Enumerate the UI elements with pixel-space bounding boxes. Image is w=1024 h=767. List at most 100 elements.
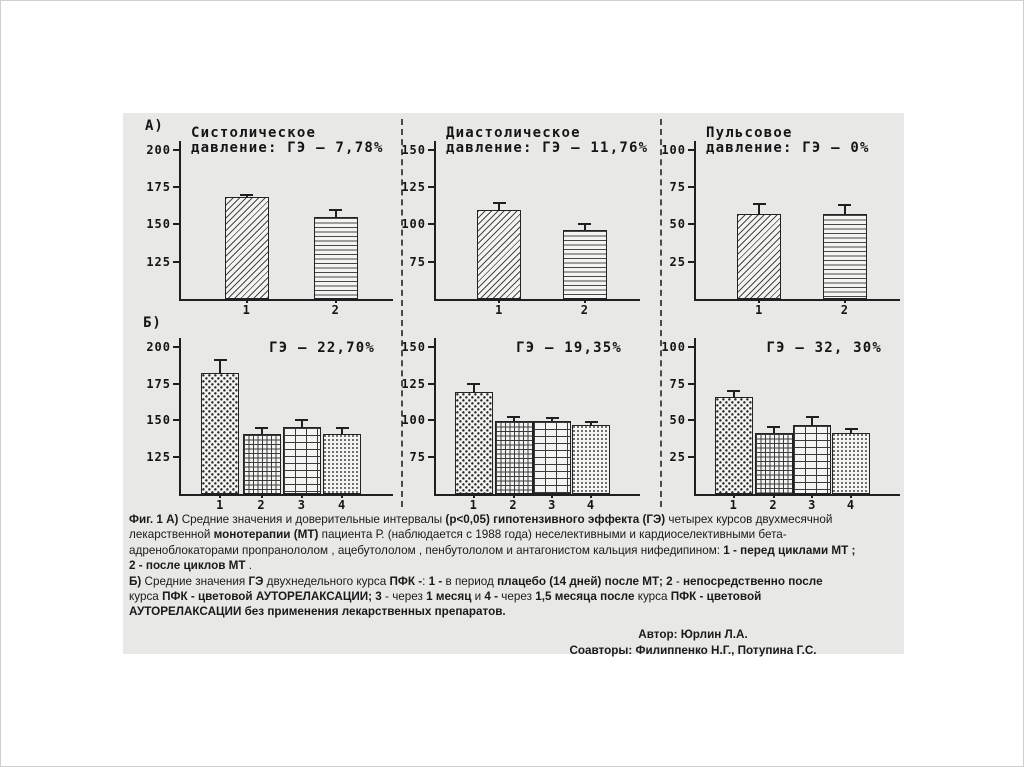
y-tick-label: 125 [401,376,426,391]
caption-text-bold: 1 месяц [426,590,472,604]
y-tick-label: 200 [146,142,171,157]
bar-2 [242,433,281,494]
x-tick-label: 1 [216,498,225,512]
y-tick-mark [688,148,696,151]
x-tick-mark [590,494,593,498]
x-tick-mark [758,299,761,303]
y-tick-mark [173,223,181,226]
caption-text-bold: АУТОРЕЛАКСАЦИИ без применения лекарствен… [129,605,506,619]
error-bar-cap [329,208,343,211]
y-tick-label: 175 [146,376,171,391]
y-tick-label: 25 [669,450,686,465]
caption-text-bold: Б) [129,574,145,588]
caption-line: курса ПФК - цветовой АУТОРЕЛАКСАЦИИ; 3 -… [129,589,899,604]
error-bar [758,203,761,215]
caption-text: через [498,590,536,604]
x-tick-mark [245,299,248,303]
x-tick-label: 4 [586,498,596,512]
caption-text-bold: плацебо (14 дней) после МТ; 2 [497,574,673,588]
y-tick-label: 200 [146,339,171,354]
error-bar-cap [727,389,741,392]
y-tick-label: 150 [401,339,426,354]
caption-text: : [422,574,429,588]
bar-1 [454,391,493,494]
error-bar [334,209,337,217]
y-tick-mark [173,382,181,385]
error-bar [811,417,814,425]
bar-3 [533,421,572,494]
x-tick-mark [583,299,586,303]
y-tick-mark [173,456,181,459]
y-tick-label: 75 [409,450,426,465]
bar-2 [494,421,533,494]
y-tick-label: 125 [146,450,171,465]
x-tick-label: 2 [257,498,266,512]
caption-text-bold: монотерапии (МТ) [213,528,319,542]
error-bar-cap [507,416,521,419]
bar-2 [313,217,358,299]
chart-title-line: Систолическое [191,125,317,141]
error-bar-cap [255,426,269,429]
y-tick-mark [428,382,436,385]
y-tick-label: 125 [146,254,171,269]
error-bar-cap [335,426,349,429]
x-tick-mark [472,494,475,498]
bar-1 [714,396,753,494]
figure-caption: Фиг. 1 А) Средние значения и доверительн… [129,512,899,620]
caption-text-bold: Фиг. 1 А) [129,513,182,526]
y-tick-label: 100 [661,142,686,157]
error-bar [219,360,222,374]
row-b-label: Б) [143,315,162,331]
chart-plot-Б-диастолическое: 150 125 100 75 1 2 3 4 ГЭ – 19,35% [401,338,640,512]
x-tick-label: 4 [337,498,347,512]
caption-text: двухнедельного курса [263,574,390,588]
caption-text: - через [381,590,427,604]
caption-text-bold: ПФК - цветовой АУТОРЕЛАКСАЦИИ; 3 [162,590,382,604]
bar-4 [572,424,611,494]
y-tick-mark [688,382,696,385]
coauthors-line: Соавторы: Филиппенко Н.Г., Потупина Г.С. [569,643,817,657]
caption-text: адреноблокаторами пропранололом , ацебут… [129,543,724,557]
x-tick-mark [850,494,853,498]
y-tick-mark [173,419,181,422]
error-bar-cap [545,417,559,420]
y-tick-label: 150 [146,217,171,232]
error-bar-cap [213,359,227,362]
x-tick-label: 1 [495,303,504,317]
bar-1 [201,373,240,494]
column-separator [660,119,662,507]
x-tick-mark [811,494,814,498]
x-tick-label: 2 [509,498,518,512]
error-bar-cap [584,420,598,423]
y-tick-label: 50 [669,217,686,232]
x-tick-mark [551,494,554,498]
caption-line: Фиг. 1 А) Средние значения и доверительн… [129,512,899,527]
chart-title: Пульсовое давление: ГЭ – 0% [706,126,870,156]
y-tick-label: 125 [401,180,426,195]
x-tick-mark [843,299,846,303]
y-tick-mark [173,260,181,263]
x-tick-mark [260,494,263,498]
charts-area: 200 175 150 125 1 2 Систолическое давление: ГЭ … [123,113,904,654]
caption-line: АУТОРЕЛАКСАЦИИ без применения лекарствен… [129,604,899,619]
caption-text: Средние значения [144,574,249,588]
y-tick-label: 75 [669,180,686,195]
error-bar-cap [844,427,858,430]
caption-text: в период [442,574,498,588]
caption-line: Б) Средние значения ГЭ двухнедельного ку… [129,574,899,589]
caption-line: лекарственной монотерапии (МТ) пациента … [129,527,899,542]
x-tick-label: 3 [548,498,557,512]
x-tick-label: 2 [769,498,778,512]
error-bar-cap [578,223,592,226]
x-tick-mark [772,494,775,498]
x-tick-label: 1 [729,498,738,512]
caption-text: пациента Р. (наблюдается с 1988 года) не… [318,528,787,542]
chart-title-line: давление: ГЭ – 11,76% [446,140,649,156]
x-tick-mark [341,494,344,498]
authors-block: Автор: Юрлин Л.А. Соавторы: Филиппенко Н… [473,627,913,658]
x-tick-mark [219,494,222,498]
y-tick-label: 150 [401,142,426,157]
caption-text: лекарственной [129,528,214,542]
error-bar [498,202,501,211]
caption-line: адреноблокаторами пропранололом , ацебут… [129,543,899,558]
